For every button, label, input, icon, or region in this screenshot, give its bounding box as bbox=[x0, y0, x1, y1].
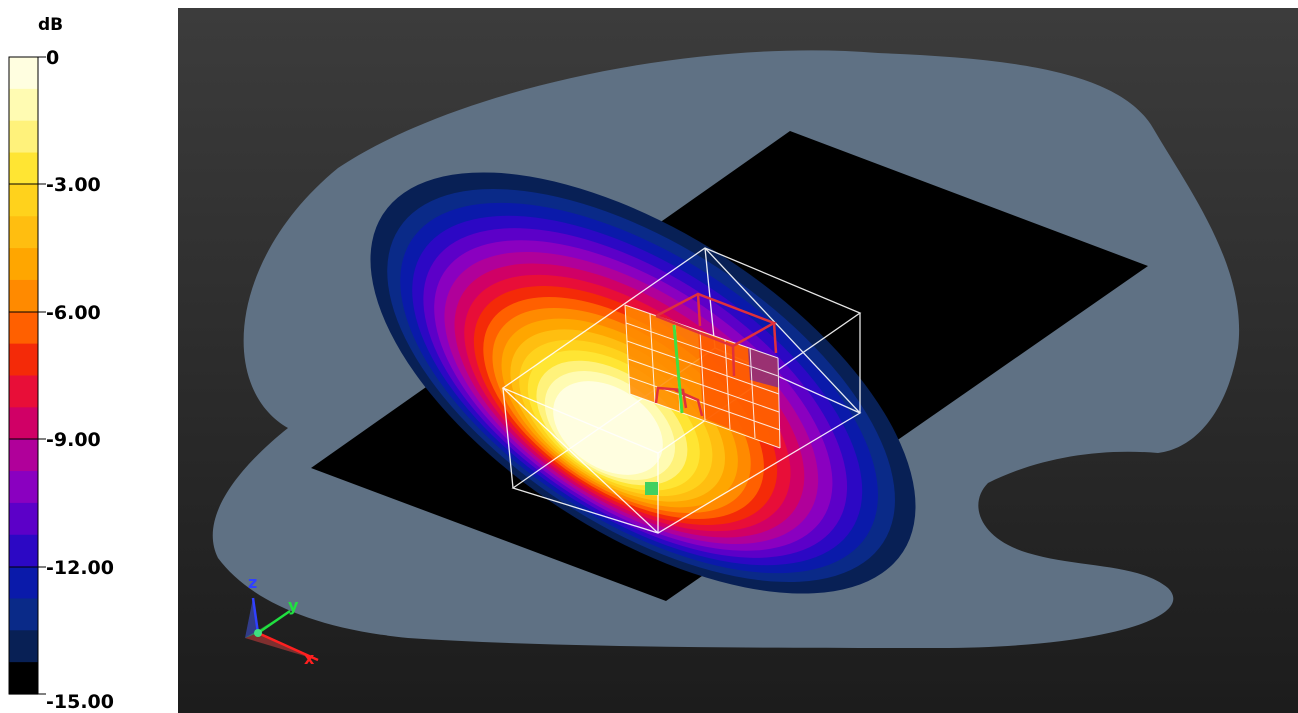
colorbar-bands bbox=[9, 57, 38, 695]
colorbar-tick-label: -15.00 bbox=[46, 691, 114, 713]
z-axis-line bbox=[251, 597, 260, 634]
feed-line bbox=[672, 324, 684, 414]
colorbar-band bbox=[9, 375, 38, 408]
colorbar-band bbox=[9, 152, 38, 185]
colorbar-band bbox=[9, 248, 38, 281]
colorbar-tick-label: -6.00 bbox=[46, 302, 101, 324]
colorbar-tick-label: -3.00 bbox=[46, 174, 101, 196]
y-axis-label: y bbox=[288, 596, 299, 615]
antenna-structure bbox=[654, 292, 778, 417]
colorbar-band bbox=[9, 88, 38, 122]
colorbar-band bbox=[9, 184, 38, 217]
axes-origin bbox=[254, 629, 262, 637]
colorbar-band bbox=[9, 343, 38, 377]
z-axis-label: z bbox=[248, 573, 257, 592]
colorbar-band bbox=[9, 534, 38, 568]
contour-band bbox=[553, 381, 663, 475]
x-axis-label: x bbox=[304, 649, 315, 668]
3d-viewport[interactable]: z y x bbox=[178, 8, 1298, 713]
colorbar-band bbox=[9, 279, 38, 313]
y-axis-line bbox=[257, 609, 291, 635]
colorbar-band bbox=[9, 566, 38, 600]
colorbar-band bbox=[9, 311, 38, 345]
colorbar-band bbox=[9, 502, 38, 536]
orientation-axes: z y x bbox=[245, 573, 319, 668]
colorbar-band bbox=[9, 57, 38, 90]
colorbar-band bbox=[9, 439, 38, 472]
colorbar-tick-label: 0 bbox=[46, 47, 59, 69]
colorbar-band bbox=[9, 662, 38, 695]
vertical-observation-plane bbox=[624, 304, 781, 449]
source-point-marker bbox=[645, 482, 658, 495]
colorbar-unit-label: dB bbox=[38, 15, 63, 35]
colorbar-ticks: 0 -3.00 -6.00 -9.00 -12.00 -15.00 bbox=[9, 47, 114, 713]
colorbar-band bbox=[9, 216, 38, 249]
colorbar-band bbox=[9, 471, 38, 504]
colorbar-band bbox=[9, 407, 38, 440]
colorbar-tick-label: -9.00 bbox=[46, 429, 101, 451]
colorbar-tick-label: -12.00 bbox=[46, 557, 114, 579]
colorbar-band bbox=[9, 630, 38, 663]
colorbar-band bbox=[9, 120, 38, 154]
color-scale-legend: dB 0 -3.00 -6.00 -9.00 -12.00 -15.00 bbox=[8, 15, 114, 713]
colorbar-band bbox=[9, 598, 38, 631]
x-axis-line bbox=[257, 631, 319, 662]
